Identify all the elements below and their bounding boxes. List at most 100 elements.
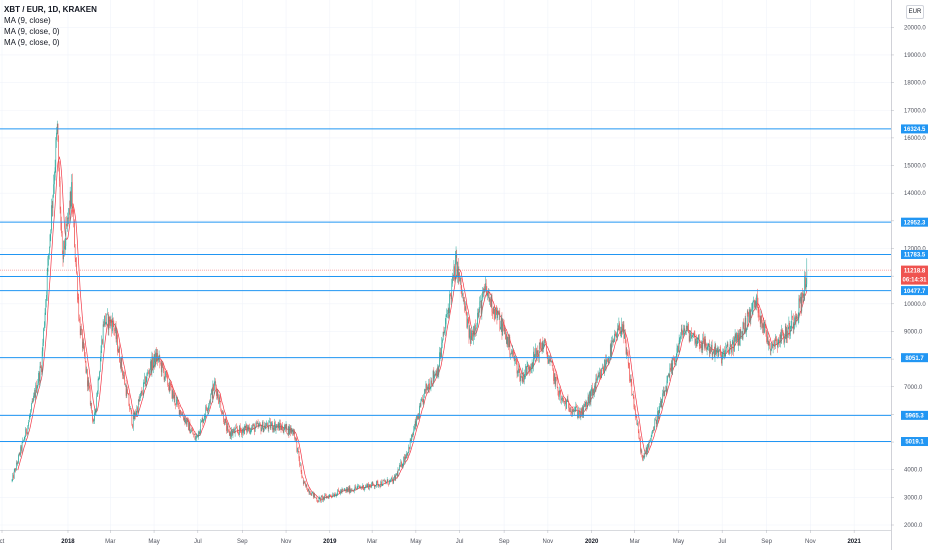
indicator-label[interactable]: MA (9, close, 0) (4, 38, 60, 47)
candle-body (77, 297, 79, 300)
candle-body (343, 489, 344, 491)
candle-body (443, 331, 445, 334)
candle-body (410, 439, 412, 442)
candle-body (587, 396, 589, 403)
candle-body (268, 421, 270, 430)
candle-body (276, 425, 278, 427)
candle-body (757, 302, 759, 313)
candle-body (726, 346, 727, 349)
candle-body (413, 429, 415, 435)
candle-body (435, 371, 437, 376)
candle-body (485, 283, 486, 291)
candle-body (157, 353, 158, 361)
x-tick-label: May (148, 539, 159, 545)
candle-body (429, 388, 431, 390)
time-axis[interactable]: ct 2018 Mar May Jul Sep Nov 2019 Mar May Jul Sep Nov… (0, 530, 861, 545)
candle-body (614, 333, 616, 335)
candle-body (556, 377, 557, 379)
candle-body (338, 491, 340, 493)
candle-body (308, 489, 310, 494)
candle-body (159, 355, 161, 363)
candle-body (554, 373, 555, 381)
level-price-tag (901, 286, 928, 296)
candle-body (62, 253, 64, 260)
candle-body (589, 392, 591, 403)
candle-body (14, 468, 16, 471)
candle-body (389, 480, 390, 485)
candle-body (170, 382, 171, 386)
candle-body (529, 366, 531, 371)
candle-body (660, 400, 662, 408)
y-tick-label: 7000.0 (904, 385, 923, 391)
candle-body (26, 433, 28, 434)
candle-body (576, 407, 578, 417)
candle-body (214, 382, 215, 391)
candle-body (738, 333, 739, 346)
candle-body (190, 431, 191, 434)
candle-body (229, 432, 231, 436)
candle-body (592, 387, 593, 395)
candle-body (145, 381, 147, 386)
symbol-title[interactable]: XBT / EUR, 1D, KRAKEN (4, 5, 97, 14)
candle-body (332, 494, 333, 497)
candle-body (462, 293, 464, 301)
indicator-label[interactable]: MA (9, close) (4, 16, 51, 25)
horizontal-levels[interactable] (0, 128, 891, 443)
candle-body (760, 315, 762, 324)
candle-body (706, 347, 707, 350)
candle-body (765, 327, 767, 332)
candle-body (708, 343, 710, 354)
candle-body (16, 462, 18, 464)
candle-body (355, 486, 356, 489)
x-tick-label: Sep (237, 539, 248, 545)
candle-body (559, 390, 560, 397)
candle-body (141, 391, 143, 394)
candle-body (419, 405, 420, 419)
candle-body (763, 323, 765, 333)
candle-body (672, 358, 673, 372)
candle-body (79, 318, 80, 321)
candle-body (590, 391, 592, 403)
candle-body (741, 332, 742, 334)
candle-body (604, 359, 605, 374)
candle-body (750, 310, 752, 320)
candle-body (117, 351, 119, 353)
indicator-label[interactable]: MA (9, close, 0) (4, 27, 60, 36)
candle-body (777, 340, 779, 348)
x-tick-label: May (410, 539, 421, 545)
currency-button[interactable]: EUR (906, 5, 924, 19)
countdown-label: 06:14:31 (902, 278, 927, 284)
candle-body (460, 277, 462, 289)
candle-body (58, 140, 59, 168)
candle-body (287, 433, 288, 434)
candle-body (685, 331, 686, 332)
candle-body (675, 355, 677, 361)
candle-body (21, 446, 22, 451)
candle-body (272, 427, 274, 430)
candle-body (486, 290, 488, 296)
candle-body (253, 424, 255, 426)
candle-body (761, 315, 762, 323)
candle-body (89, 388, 91, 405)
candle-body (805, 284, 807, 289)
candle-body (496, 311, 498, 318)
candle-body (241, 430, 242, 435)
candle-body (96, 396, 97, 409)
candle-body (500, 318, 502, 327)
candle-body (414, 421, 416, 427)
candle-body (575, 406, 577, 410)
candle-body (472, 332, 473, 341)
candle-body (788, 322, 790, 329)
x-tick-label: ct (0, 539, 5, 545)
candle-body (290, 428, 292, 433)
candle-body (312, 491, 313, 493)
candle-body (561, 398, 563, 399)
candle-body (804, 275, 805, 297)
candle-body (431, 380, 432, 384)
candle-body (112, 318, 113, 332)
candle-body (653, 429, 655, 431)
candle-body (133, 415, 135, 420)
candle-body (104, 315, 106, 325)
candle-body (637, 423, 639, 432)
